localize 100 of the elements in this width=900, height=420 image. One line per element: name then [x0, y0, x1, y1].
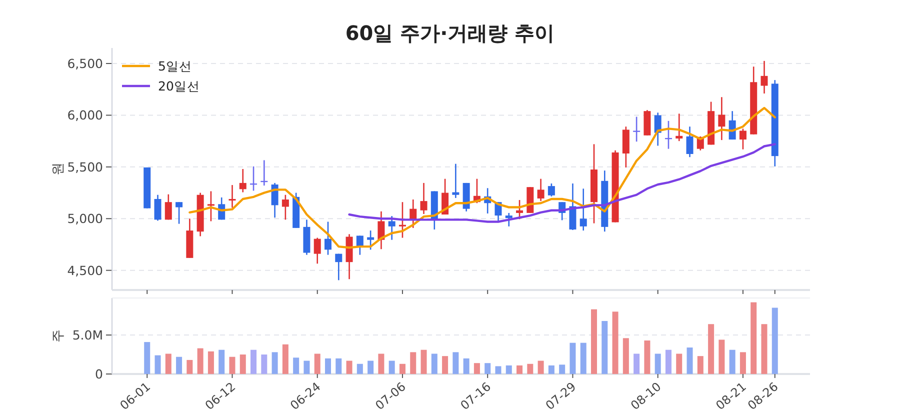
- y-tick-label: 6,500: [67, 56, 104, 72]
- candlestick: [239, 168, 246, 193]
- y-tick-label: 4,500: [67, 262, 104, 278]
- y-tick-label: 6,000: [67, 108, 104, 123]
- bar: [591, 309, 598, 374]
- bar: [229, 356, 236, 374]
- bar: [538, 360, 544, 374]
- bar: [474, 363, 480, 374]
- bar: [368, 360, 374, 374]
- bar: [293, 358, 300, 374]
- bar: [527, 364, 534, 374]
- bar: [154, 355, 161, 374]
- bar: [644, 340, 650, 374]
- candlestick: [548, 182, 555, 198]
- bar: [602, 320, 608, 374]
- candlestick: [537, 178, 544, 202]
- candlestick: [569, 182, 576, 231]
- legend-label: 20일선: [158, 78, 200, 94]
- bar: [314, 354, 320, 374]
- bar: [272, 352, 278, 374]
- bar: [144, 342, 150, 374]
- bar: [622, 338, 629, 374]
- bar: [495, 366, 502, 374]
- bar: [654, 354, 661, 374]
- bar: [612, 312, 618, 374]
- bar: [686, 347, 693, 374]
- bar: [506, 365, 512, 374]
- bar: [516, 365, 523, 374]
- y-tick-label: 0: [95, 366, 104, 382]
- bar: [570, 342, 576, 374]
- y-tick-label: 5,500: [67, 159, 104, 174]
- bar: [197, 348, 204, 374]
- bar: [729, 350, 736, 374]
- bar: [452, 352, 459, 374]
- bar: [676, 354, 682, 374]
- candlestick: [388, 215, 396, 240]
- bar: [718, 340, 725, 374]
- candlestick: [676, 113, 683, 142]
- candlestick: [398, 201, 406, 238]
- chart-title: 60일 주가·거래량 추이: [345, 21, 555, 45]
- bar: [218, 350, 225, 374]
- bar: [772, 308, 778, 374]
- candlestick: [686, 126, 694, 158]
- y-tick-label: 5,000: [67, 211, 104, 226]
- bar: [410, 352, 416, 374]
- bar: [378, 354, 384, 374]
- bar: [186, 360, 193, 374]
- bar: [324, 358, 331, 374]
- bar: [356, 364, 363, 374]
- bar: [548, 365, 554, 374]
- candlestick: [228, 184, 236, 208]
- bar: [708, 324, 714, 374]
- bar: [559, 364, 566, 374]
- bar: [580, 342, 586, 374]
- bar: [176, 356, 182, 374]
- bar: [665, 350, 672, 374]
- y-axis-title: 주: [51, 330, 66, 342]
- candlestick: [580, 188, 587, 232]
- bar: [399, 364, 406, 374]
- candlestick: [356, 235, 364, 256]
- candlestick: [176, 201, 183, 224]
- bar: [282, 344, 288, 374]
- candlestick: [516, 199, 524, 220]
- bar: [420, 350, 427, 374]
- bar: [261, 354, 268, 374]
- candlestick: [622, 126, 630, 168]
- bar: [761, 324, 768, 374]
- y-tick-label: 5.0M: [72, 328, 103, 343]
- candlestick: [633, 116, 640, 142]
- bar: [240, 354, 246, 374]
- candlestick: [420, 182, 428, 215]
- bar: [208, 351, 214, 374]
- legend-label: 5일선: [158, 58, 192, 74]
- candlestick: [154, 194, 162, 222]
- bar: [304, 360, 310, 374]
- candlestick: [207, 190, 214, 222]
- candlestick: [760, 60, 768, 94]
- candlestick: [739, 128, 746, 150]
- bar: [388, 360, 395, 374]
- bar: [484, 363, 491, 374]
- bar: [336, 358, 342, 374]
- candlestick: [314, 237, 321, 264]
- candlestick: [335, 253, 342, 281]
- bar: [165, 354, 172, 374]
- y-axis-title: 원: [51, 162, 66, 176]
- bar: [431, 354, 438, 374]
- candlestick: [367, 230, 374, 250]
- candlestick: [718, 96, 726, 141]
- bar: [463, 358, 470, 374]
- candlestick: [654, 112, 662, 146]
- bar: [697, 356, 704, 374]
- candlestick: [378, 210, 385, 250]
- bar: [250, 350, 257, 374]
- candlestick: [164, 194, 172, 220]
- candlestick: [452, 163, 460, 199]
- bar: [346, 360, 352, 374]
- bar: [634, 354, 640, 374]
- candlestick: [324, 221, 332, 256]
- bar: [740, 352, 746, 374]
- bar: [750, 302, 757, 374]
